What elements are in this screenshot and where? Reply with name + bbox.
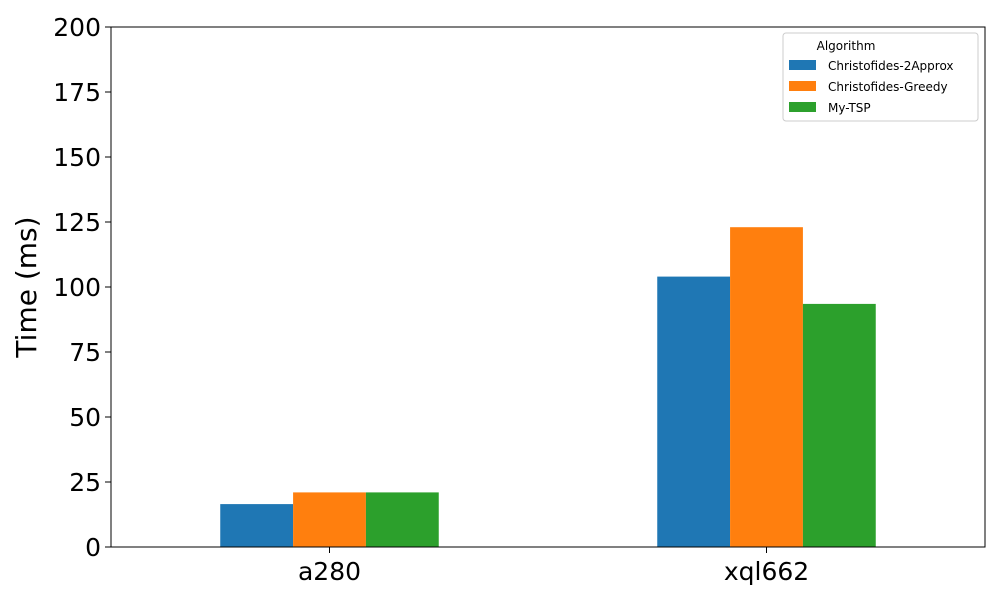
y-axis-label: Time (ms) [10,216,43,358]
y-tick-label: 175 [53,78,101,107]
y-tick-label: 100 [53,273,101,302]
y-tick-label: 0 [85,533,101,562]
legend-swatch [789,102,816,112]
x-tick-label-a280: a280 [298,557,361,586]
bar-christofides-greedy-xql662 [730,227,803,547]
bar-my-tsp-a280 [365,492,439,547]
legend-label: Christofides-Greedy [828,80,948,94]
legend-box [782,32,979,122]
bar-christofides-2approx-xql662 [657,276,731,547]
y-tick-label: 75 [69,338,101,367]
legend-items: Christofides-2Approx Christofides-Greedy M… [789,59,954,115]
y-axis-ticks: 0 25 50 75 100 125 150 175 200 [53,13,111,562]
legend-label: My-TSP [828,101,871,115]
bar-my-tsp-xql662 [802,303,876,547]
legend: Algorithm Christofides-2ApproxChristofid… [782,32,979,122]
bar-christofides-2approx-a280 [220,504,294,547]
y-tick-label: 125 [53,208,101,237]
legend-swatch [789,81,816,91]
y-tick-label: 50 [69,403,101,432]
plot-frame [110,26,986,548]
x-tick-label-xql662: xql662 [724,557,809,586]
bar-christofides-greedy-a280 [293,492,366,547]
y-tick-label: 200 [53,13,101,42]
legend-label: Christofides-2Approx [828,59,954,73]
x-axis-ticks: a280 xql662 [298,547,809,586]
legend-title: Algorithm [817,39,876,53]
legend-swatch [789,60,816,70]
y-tick-label: 25 [69,468,101,497]
bars-group [220,227,876,547]
y-tick-label: 150 [53,143,101,172]
